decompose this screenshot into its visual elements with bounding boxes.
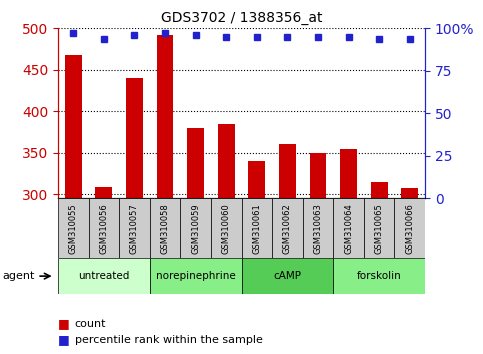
Bar	[340, 149, 357, 354]
Text: GSM310063: GSM310063	[313, 203, 323, 254]
Bar	[303, 198, 333, 258]
Bar	[58, 198, 88, 258]
Bar	[364, 198, 395, 258]
Bar	[310, 154, 327, 354]
Text: GSM310065: GSM310065	[375, 203, 384, 254]
Title: GDS3702 / 1388356_at: GDS3702 / 1388356_at	[161, 11, 322, 24]
Bar	[150, 198, 180, 258]
Bar	[58, 258, 150, 294]
Bar	[242, 258, 333, 294]
Text: GSM310059: GSM310059	[191, 203, 200, 254]
Text: GSM310066: GSM310066	[405, 203, 414, 254]
Text: untreated: untreated	[78, 271, 129, 281]
Bar	[218, 124, 235, 354]
Text: GSM310058: GSM310058	[160, 203, 170, 254]
Text: GSM310055: GSM310055	[69, 203, 78, 254]
Text: percentile rank within the sample: percentile rank within the sample	[75, 335, 263, 345]
Bar	[333, 258, 425, 294]
Bar	[88, 198, 119, 258]
Bar	[150, 258, 242, 294]
Text: GSM310060: GSM310060	[222, 203, 231, 254]
Bar	[371, 182, 387, 354]
Bar	[279, 144, 296, 354]
Text: GSM310064: GSM310064	[344, 203, 353, 254]
Bar	[401, 188, 418, 354]
Text: GSM310062: GSM310062	[283, 203, 292, 254]
Text: count: count	[75, 319, 106, 329]
Text: forskolin: forskolin	[357, 271, 401, 281]
Bar	[156, 35, 173, 354]
Bar	[180, 198, 211, 258]
Bar	[187, 128, 204, 354]
Bar	[96, 187, 112, 354]
Text: norepinephrine: norepinephrine	[156, 271, 236, 281]
Bar	[395, 198, 425, 258]
Text: ■: ■	[58, 318, 70, 330]
Bar	[119, 198, 150, 258]
Text: ■: ■	[58, 333, 70, 346]
Bar	[333, 198, 364, 258]
Bar	[248, 161, 265, 354]
Text: GSM310061: GSM310061	[252, 203, 261, 254]
Bar	[272, 198, 303, 258]
Bar	[211, 198, 242, 258]
Text: cAMP: cAMP	[273, 271, 301, 281]
Text: GSM310056: GSM310056	[99, 203, 108, 254]
Bar	[65, 55, 82, 354]
Text: agent: agent	[2, 271, 35, 281]
Bar	[242, 198, 272, 258]
Text: GSM310057: GSM310057	[130, 203, 139, 254]
Bar	[126, 78, 143, 354]
